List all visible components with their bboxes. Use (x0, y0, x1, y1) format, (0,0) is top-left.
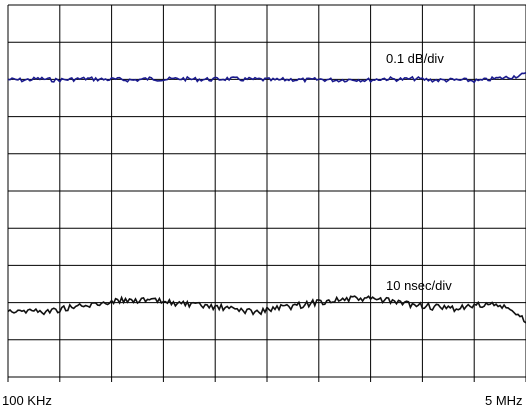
series-line-0 (7, 71, 526, 84)
x-end-label: 5 MHz (485, 393, 523, 408)
series-label-0: 0.1 dB/div (386, 51, 444, 66)
grid (7, 4, 526, 378)
labels: 0.1 dB/div 10 nsec/div 100 KHz 5 MHz (2, 51, 523, 408)
x-axis-ticks (7, 377, 526, 382)
series-lines (7, 71, 526, 324)
series-label-1: 10 nsec/div (386, 278, 452, 293)
x-start-label: 100 KHz (2, 393, 52, 408)
series-line-1 (7, 295, 526, 324)
